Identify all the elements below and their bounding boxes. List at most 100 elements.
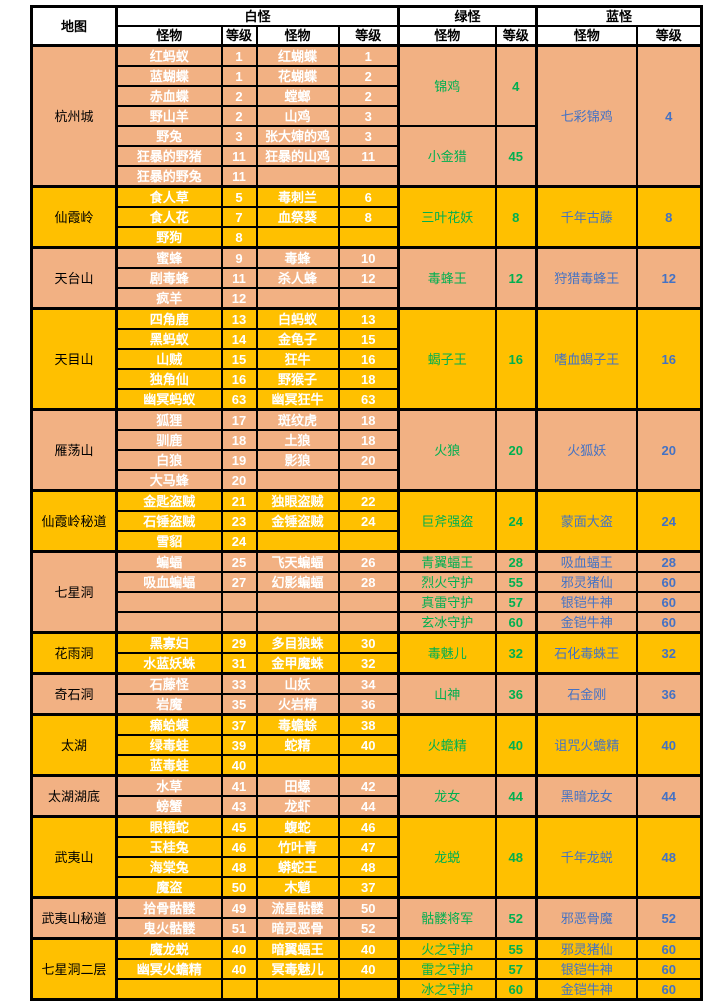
white-monster-cell: 暗灵恶骨 bbox=[255, 917, 340, 940]
white-level-cell: 20 bbox=[337, 449, 400, 471]
white-level-cell bbox=[220, 611, 258, 634]
white-monster-cell: 雪貂 bbox=[115, 530, 223, 553]
white-level-cell: 13 bbox=[337, 307, 400, 330]
white-monster-cell: 山妖 bbox=[255, 672, 340, 695]
blue-level-cell: 24 bbox=[635, 489, 703, 553]
map-cell: 天目山 bbox=[30, 307, 118, 411]
white-level-cell: 11 bbox=[337, 145, 400, 167]
white-level-cell: 29 bbox=[220, 631, 258, 654]
white-level-cell: 9 bbox=[220, 246, 258, 269]
white-level-cell bbox=[337, 165, 400, 188]
white-level-cell: 37 bbox=[337, 876, 400, 899]
white-level-cell: 45 bbox=[220, 815, 258, 838]
white-monster-cell bbox=[115, 591, 223, 613]
green-monster-cell: 真雷守护 bbox=[397, 591, 497, 613]
level-column-header: 等级 bbox=[635, 25, 703, 47]
white-monster-cell: 山贼 bbox=[115, 348, 223, 370]
white-level-cell: 33 bbox=[220, 672, 258, 695]
green-monster-cell: 火之守护 bbox=[397, 937, 497, 960]
green-monster-cell: 毒魅儿 bbox=[397, 631, 497, 675]
white-monster-cell: 螃蟹 bbox=[115, 795, 223, 818]
blue-monster-cell: 邪灵猪仙 bbox=[535, 937, 638, 960]
white-monster-cell bbox=[115, 611, 223, 634]
white-level-cell: 40 bbox=[337, 958, 400, 980]
white-monster-cell: 山鸡 bbox=[255, 105, 340, 127]
white-monster-cell: 白蚂蚁 bbox=[255, 307, 340, 330]
white-monster-cell: 石锤盗贼 bbox=[115, 510, 223, 532]
green-level-cell: 55 bbox=[494, 571, 538, 593]
white-monster-cell: 土狼 bbox=[255, 429, 340, 451]
white-monster-cell: 岩魔 bbox=[115, 693, 223, 716]
white-monster-cell: 玉桂兔 bbox=[115, 836, 223, 858]
blue-level-cell: 40 bbox=[635, 713, 703, 777]
blue-level-cell: 48 bbox=[635, 815, 703, 899]
white-monster-cell: 冥毒魅儿 bbox=[255, 958, 340, 980]
white-level-cell: 11 bbox=[220, 165, 258, 188]
blue-level-cell: 60 bbox=[635, 978, 703, 1001]
green-level-cell: 20 bbox=[494, 408, 538, 492]
level-column-header: 等级 bbox=[337, 25, 400, 47]
white-monster-cell: 金龟子 bbox=[255, 328, 340, 350]
white-level-cell: 25 bbox=[220, 550, 258, 573]
white-level-cell: 6 bbox=[337, 185, 400, 208]
green-monster-cell: 毒蜂王 bbox=[397, 246, 497, 310]
map-cell: 太湖湖底 bbox=[30, 774, 118, 818]
white-level-cell: 24 bbox=[220, 530, 258, 553]
monster-column-header: 怪物 bbox=[397, 25, 497, 47]
green-monster-cell: 骷髅将军 bbox=[397, 896, 497, 940]
blue-level-cell: 44 bbox=[635, 774, 703, 818]
white-level-cell: 2 bbox=[337, 85, 400, 107]
white-level-cell bbox=[337, 226, 400, 249]
white-monster-cell: 绿毒蛙 bbox=[115, 734, 223, 756]
blue-level-cell: 32 bbox=[635, 631, 703, 675]
white-level-cell: 31 bbox=[220, 652, 258, 675]
white-level-cell: 2 bbox=[220, 105, 258, 127]
white-level-cell: 36 bbox=[337, 693, 400, 716]
white-monster-cell: 鬼火骷髅 bbox=[115, 917, 223, 940]
white-level-cell: 15 bbox=[220, 348, 258, 370]
white-monster-cell: 毒刺兰 bbox=[255, 185, 340, 208]
map-cell: 太湖 bbox=[30, 713, 118, 777]
white-level-cell: 40 bbox=[337, 734, 400, 756]
white-monster-cell bbox=[255, 591, 340, 613]
green-monster-cell: 雷之守护 bbox=[397, 958, 497, 980]
white-level-cell: 46 bbox=[337, 815, 400, 838]
green-monster-cell: 烈火守护 bbox=[397, 571, 497, 593]
white-monster-cell: 大马蜂 bbox=[115, 469, 223, 492]
green-level-cell: 48 bbox=[494, 815, 538, 899]
white-monster-cell: 蓝毒蛙 bbox=[115, 754, 223, 777]
blue-level-cell: 60 bbox=[635, 611, 703, 634]
map-cell: 武夷山秘道 bbox=[30, 896, 118, 940]
white-monster-cell: 田螺 bbox=[255, 774, 340, 797]
green-level-cell: 12 bbox=[494, 246, 538, 310]
white-monster-cell: 金锤盗贼 bbox=[255, 510, 340, 532]
blue-level-cell: 60 bbox=[635, 958, 703, 980]
map-cell: 雁荡山 bbox=[30, 408, 118, 492]
blue-monster-cell: 狩猎毒蜂王 bbox=[535, 246, 638, 310]
white-monster-cell: 血祭葵 bbox=[255, 206, 340, 228]
monster-column-header: 怪物 bbox=[115, 25, 223, 47]
blue-monster-cell: 嗜血蝎子王 bbox=[535, 307, 638, 411]
white-level-cell: 46 bbox=[220, 836, 258, 858]
white-monster-cell: 拾骨骷髅 bbox=[115, 896, 223, 919]
white-monster-cell: 张大婶的鸡 bbox=[255, 125, 340, 147]
white-monster-cell: 幻影蝙蝠 bbox=[255, 571, 340, 593]
blue-monster-cell: 千年龙蜕 bbox=[535, 815, 638, 899]
white-level-cell: 5 bbox=[220, 185, 258, 208]
white-monster-cell: 野山羊 bbox=[115, 105, 223, 127]
blue-monster-cell: 邪恶骨魔 bbox=[535, 896, 638, 940]
white-level-cell: 43 bbox=[220, 795, 258, 818]
white-monster-cell: 黑寡妇 bbox=[115, 631, 223, 654]
white-monster-cell bbox=[255, 978, 340, 1001]
white-monster-cell: 竹叶青 bbox=[255, 836, 340, 858]
white-level-cell: 35 bbox=[220, 693, 258, 716]
white-monster-cell: 癞蛤蟆 bbox=[115, 713, 223, 736]
white-level-cell: 3 bbox=[337, 125, 400, 147]
green-level-cell: 16 bbox=[494, 307, 538, 411]
blue-level-cell: 16 bbox=[635, 307, 703, 411]
white-level-cell: 20 bbox=[220, 469, 258, 492]
blue-level-cell: 20 bbox=[635, 408, 703, 492]
white-monster-cell: 影狼 bbox=[255, 449, 340, 471]
white-monster-cell bbox=[255, 530, 340, 553]
